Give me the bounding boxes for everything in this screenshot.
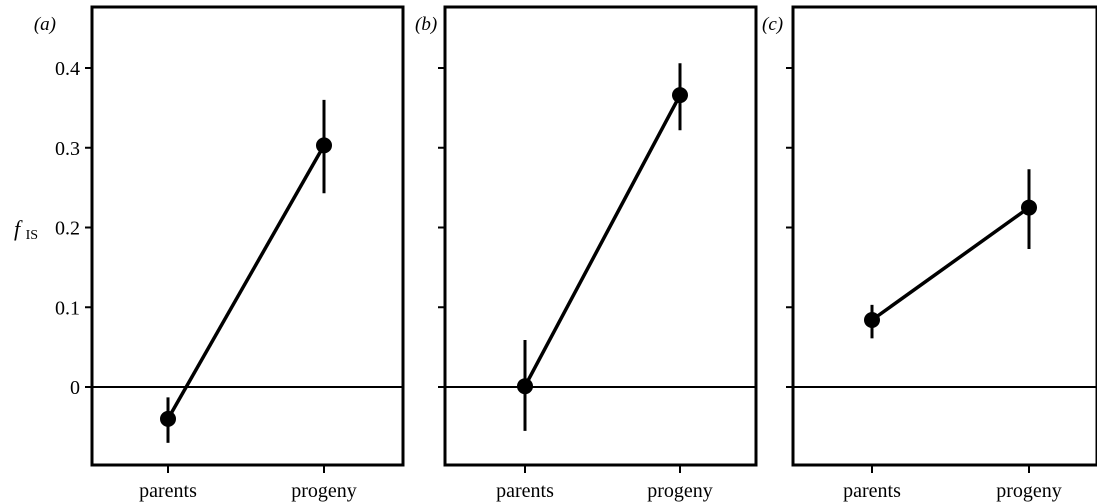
data-point xyxy=(672,87,688,104)
series-line xyxy=(870,206,1031,322)
y-tick-label: 0.3 xyxy=(55,138,80,160)
x-tick-label: progeny xyxy=(996,480,1062,502)
y-axis-label-sub: IS xyxy=(26,228,38,243)
x-tick-label: parents xyxy=(139,480,197,502)
y-axis-label: f IS xyxy=(14,216,38,243)
y-tick-label: 0.2 xyxy=(55,218,80,240)
panel-label: (c) xyxy=(762,14,783,35)
panel-label: (b) xyxy=(415,14,437,35)
x-tick-label: parents xyxy=(496,480,554,502)
data-point xyxy=(1021,199,1037,216)
data-point xyxy=(517,378,533,395)
panel-frame xyxy=(791,5,1097,467)
panels: (a) 0 0.1 0.2 0.3 0.4 parents progeny (b) parents… xyxy=(34,5,1097,502)
data-point xyxy=(864,312,880,329)
panel-label: (a) xyxy=(34,14,56,35)
y-tick-label: 0 xyxy=(70,377,80,399)
y-axis-label-main: f xyxy=(14,216,23,241)
panel-frame xyxy=(90,5,405,467)
panel-b: (b) parents progeny xyxy=(415,5,758,502)
data-point xyxy=(160,410,176,427)
series-line xyxy=(166,144,326,420)
panel-frame xyxy=(443,5,758,467)
x-tick-label: progeny xyxy=(291,480,357,502)
series-line xyxy=(523,94,682,388)
x-tick-label: progeny xyxy=(647,480,713,502)
y-tick-label: 0.1 xyxy=(55,297,80,319)
x-tick-label: parents xyxy=(843,480,901,502)
panel-a: (a) 0 0.1 0.2 0.3 0.4 parents progeny xyxy=(34,5,405,502)
y-tick-label: 0.4 xyxy=(55,58,80,80)
panel-c: (c) parents progeny xyxy=(762,5,1097,502)
data-point xyxy=(316,137,332,154)
